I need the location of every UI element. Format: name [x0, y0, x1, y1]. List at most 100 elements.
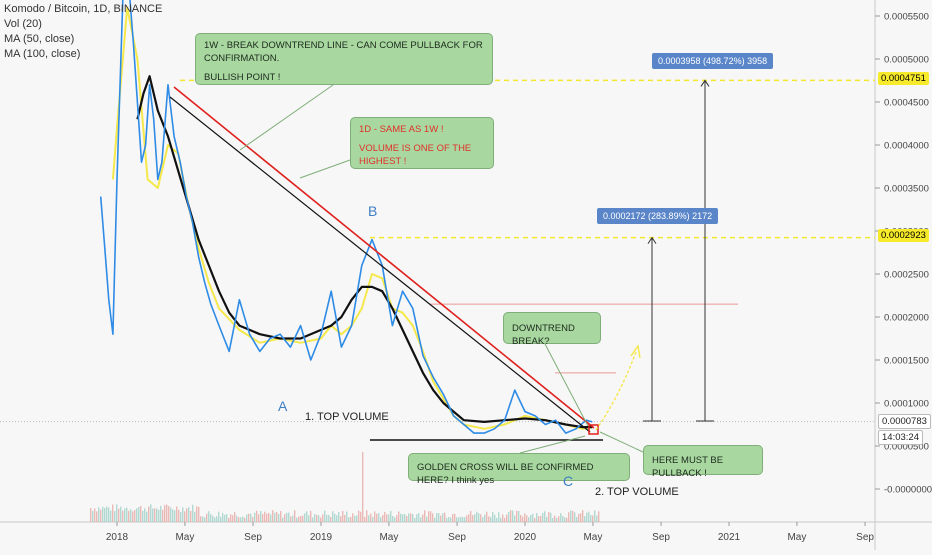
volume-bar [318, 515, 320, 522]
y-tick-label: 0.0000500 [884, 442, 929, 453]
volume-bar [586, 512, 588, 522]
volume-bar [514, 515, 516, 522]
volume-bar [168, 506, 170, 522]
volume-bar [372, 517, 374, 522]
volume-bar [94, 508, 96, 522]
note-1d-pointer [299, 159, 351, 179]
volume-bar [274, 512, 276, 522]
volume-bar [326, 514, 328, 522]
volume-bar [392, 516, 394, 522]
volume-bar [176, 506, 178, 522]
x-tick-label: 2019 [310, 532, 333, 543]
volume-bar [184, 511, 186, 522]
volume-bar [172, 509, 174, 522]
volume-bar [294, 510, 296, 522]
x-tick-label: May [175, 532, 194, 543]
volume-bar [354, 515, 356, 522]
volume-bar [456, 517, 458, 522]
volume-bar [464, 517, 466, 522]
volume-bar [152, 508, 154, 522]
y-tick-label: -0.0000000 [884, 485, 932, 496]
volume-bar [228, 517, 230, 522]
volume-bar [316, 514, 318, 522]
note-downtrend-break[interactable]: DOWNTREND BREAK? [503, 312, 601, 347]
volume-bar [582, 510, 584, 522]
volume-bar [548, 512, 550, 522]
volume-bar [132, 511, 134, 522]
measure-bracket-mid-arrowhead [647, 236, 657, 244]
volume-bar [268, 512, 270, 522]
volume-bar [452, 514, 454, 522]
breakout-marker[interactable] [588, 424, 599, 435]
x-tick-label: Sep [652, 532, 670, 543]
volume-bar [212, 515, 214, 522]
volume-bar [594, 510, 596, 522]
volume-bar [588, 511, 590, 522]
volume-bar [482, 517, 484, 522]
measure-label-mid[interactable]: 0.0002172 (283.89%) 2172 [597, 208, 719, 224]
volume-bar [426, 516, 428, 522]
x-tick-label: 2020 [514, 532, 537, 543]
x-tick-label: 2018 [106, 532, 129, 543]
volume-bar [420, 517, 422, 522]
volume-bar [570, 510, 572, 522]
measure-label-top[interactable]: 0.0003958 (498.72%) 3958 [652, 53, 774, 69]
volume-bar [160, 506, 162, 522]
volume-bar [430, 511, 432, 522]
volume-bar [596, 515, 598, 522]
volume-bar [490, 517, 492, 522]
price-line[interactable] [99, 0, 593, 434]
volume-bar [446, 517, 448, 522]
volume-bar [496, 517, 498, 522]
volume-bar [332, 511, 334, 522]
volume-bar [344, 514, 346, 522]
note-1w-break[interactable]: 1W - BREAK DOWNTREND LINE - CAN COME PUL… [195, 33, 493, 85]
y-tick-label: 0.0003500 [884, 184, 929, 195]
downtrend-line-black[interactable] [169, 96, 591, 433]
note-golden-cross[interactable]: GOLDEN CROSS WILL BE CONFIRMED HERE? I t… [408, 453, 630, 486]
volume-bar [336, 515, 338, 522]
volume-bar [352, 513, 354, 522]
volume-bar [568, 512, 570, 522]
volume-bar [288, 512, 290, 522]
x-tick-label: May [787, 532, 806, 543]
x-tick-label: Sep [448, 532, 466, 543]
downtrend-line-red[interactable] [173, 86, 595, 429]
volume-bar [502, 514, 504, 522]
volume-bar [270, 514, 272, 522]
volume-bar [508, 511, 510, 522]
volume-bar [524, 513, 526, 522]
volume-bar [98, 507, 100, 522]
volume-bar [240, 517, 242, 522]
volume-bar [96, 511, 98, 522]
volume-bar [492, 511, 494, 522]
volume-bar [398, 511, 400, 522]
y-tick-label: 0.0005000 [884, 55, 929, 66]
volume-bar [540, 516, 542, 522]
volume-bar [486, 511, 488, 522]
volume-bar [422, 514, 424, 522]
volume-bar [454, 513, 456, 522]
volume-bar [528, 517, 530, 522]
wave-label-b: B [368, 203, 378, 219]
volume-bar [100, 509, 102, 522]
volume-bar [284, 514, 286, 522]
volume-bar [320, 517, 322, 522]
volume-bar [112, 504, 114, 522]
volume-bar [156, 508, 158, 522]
volume-bar [444, 512, 446, 522]
note-1d-line2: VOLUME IS ONE OF THE HIGHEST ! [359, 143, 472, 167]
volume-bar [256, 510, 258, 522]
top-volume-label-2: 2. TOP VOLUME [595, 486, 679, 498]
volume-bar [350, 516, 352, 522]
volume-bar [124, 508, 126, 522]
note-1d-same[interactable]: 1D - SAME AS 1W ! VOLUME IS ONE OF THE H… [350, 117, 494, 169]
volume-bar [106, 506, 108, 522]
ma50-line[interactable] [111, 6, 593, 430]
volume-bar [532, 513, 534, 522]
volume-bar [424, 510, 426, 522]
note-pullback[interactable]: HERE MUST BE PULLBACK ! [643, 445, 763, 479]
volume-bar [150, 504, 152, 522]
